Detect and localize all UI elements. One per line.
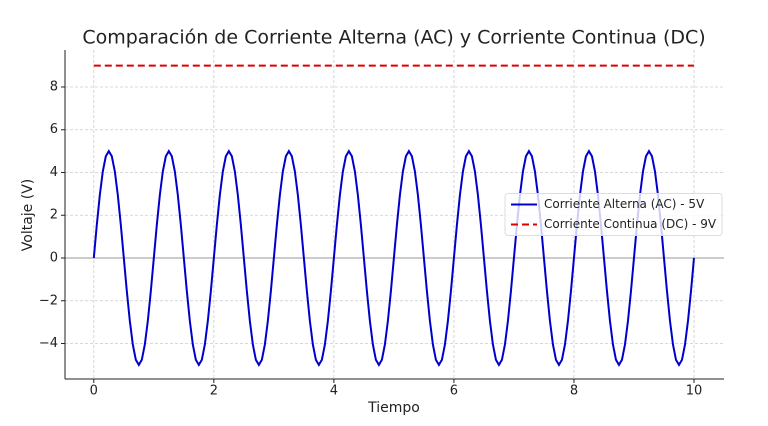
legend-label: Corriente Continua (DC) - 9V [544,217,717,231]
y-tick-label: 0 [50,251,58,266]
legend: Corriente Alterna (AC) - 5V Corriente Con… [504,193,723,236]
y-tick-label: 6 [50,122,58,137]
x-tick-label: 6 [450,384,458,399]
x-tick-label: 8 [570,384,578,399]
x-tick-label: 4 [330,384,338,399]
y-tick-label: 4 [50,165,58,180]
chart-title: Comparación de Corriente Alterna (AC) y … [82,27,705,49]
x-tick-label: 0 [90,384,98,399]
y-tick-label: −4 [39,336,58,351]
y-axis-label: Voltaje (V) [20,179,36,251]
y-tick-label: 8 [50,79,58,94]
x-axis-label: Tiempo [367,400,420,416]
x-tick-label: 2 [210,384,218,399]
legend-label: Corriente Alterna (AC) - 5V [544,197,705,211]
legend-box [504,193,723,236]
y-tick-label: 2 [50,208,58,223]
series-line [92,149,695,367]
x-tick-label: 10 [686,384,703,399]
y-tick-label: −2 [39,293,58,308]
